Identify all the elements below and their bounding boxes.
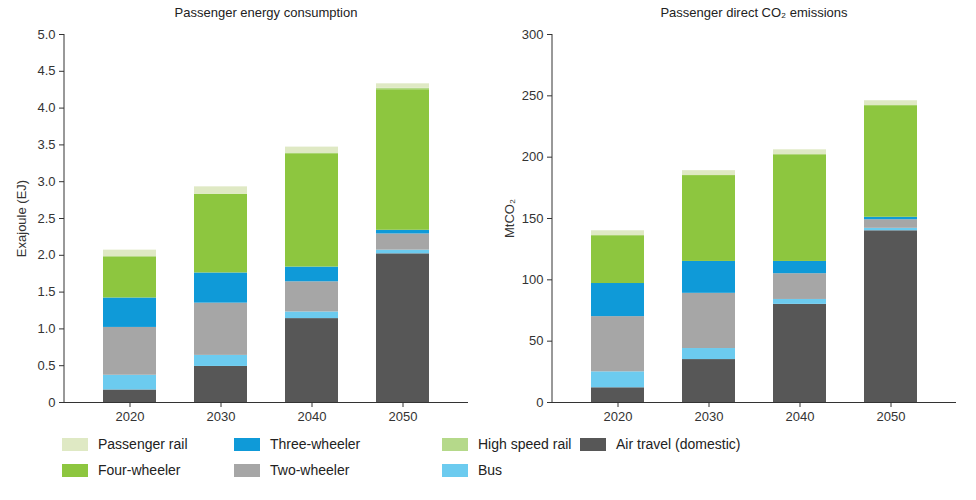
svg-text:100: 100 [522, 272, 544, 287]
svg-text:200: 200 [522, 149, 544, 164]
html-text:Passenger direct CO₂ emissions: Passenger direct CO₂ emissions [660, 5, 848, 20]
svg-text:2040: 2040 [298, 409, 327, 424]
svg-text:3.5: 3.5 [37, 137, 55, 152]
svg-text:2030: 2030 [695, 409, 724, 424]
svg-text:1.0: 1.0 [37, 321, 55, 336]
html-text:High speed rail: High speed rail [478, 436, 572, 452]
svg-text:2020: 2020 [116, 409, 145, 424]
svg-text:2.5: 2.5 [37, 211, 55, 226]
svg-text:Exajoule (EJ): Exajoule (EJ) [14, 180, 29, 257]
svg-text:2.0: 2.0 [37, 247, 55, 262]
svg-text:2020: 2020 [604, 409, 633, 424]
svg-text:250: 250 [522, 88, 544, 103]
svg-text:0: 0 [536, 395, 543, 410]
svg-text:MtCO₂: MtCO₂ [502, 199, 517, 238]
html-text:Passenger energy consumption: Passenger energy consumption [174, 5, 358, 20]
svg-text:2050: 2050 [389, 409, 418, 424]
svg-text:2050: 2050 [877, 409, 906, 424]
svg-text:300: 300 [522, 27, 544, 42]
svg-text:1.5: 1.5 [37, 284, 55, 299]
svg-text:2040: 2040 [786, 409, 815, 424]
html-text:Passenger rail: Passenger rail [98, 436, 188, 452]
html-text:Air travel (domestic): Air travel (domestic) [616, 436, 741, 452]
html-text:Bus: Bus [478, 462, 503, 478]
svg-text:4.5: 4.5 [37, 63, 55, 78]
svg-text:0: 0 [48, 395, 55, 410]
html-text:Three-wheeler: Three-wheeler [270, 436, 361, 452]
svg-text:5.0: 5.0 [37, 27, 55, 42]
html-text:Two-wheeler: Two-wheeler [270, 462, 350, 478]
svg-text:2030: 2030 [207, 409, 236, 424]
html-text:Four-wheeler: Four-wheeler [98, 462, 181, 478]
svg-text:4.0: 4.0 [37, 100, 55, 115]
svg-text:0.5: 0.5 [37, 358, 55, 373]
svg-text:50: 50 [529, 333, 543, 348]
svg-text:3.0: 3.0 [37, 174, 55, 189]
svg-text:150: 150 [522, 211, 544, 226]
